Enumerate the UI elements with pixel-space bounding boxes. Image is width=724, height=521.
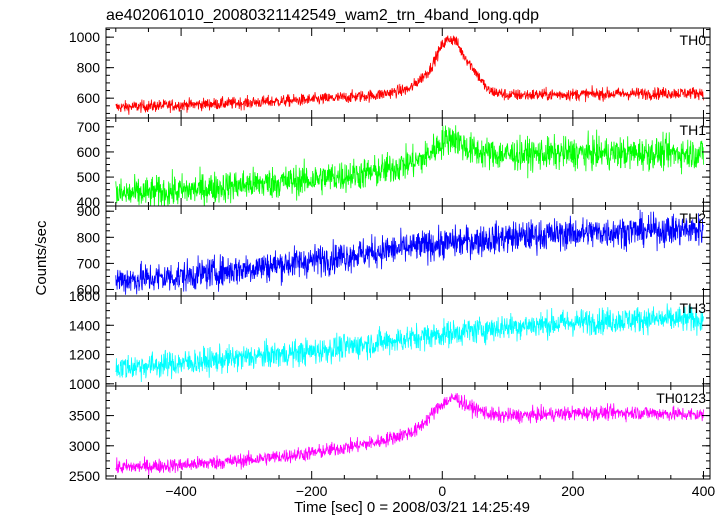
y-tick-label: 700 bbox=[77, 119, 101, 135]
x-tick-label: −400 bbox=[165, 483, 197, 499]
y-tick-label: 600 bbox=[77, 281, 101, 297]
y-tick-label: 3000 bbox=[69, 438, 100, 454]
y-tick-label: 400 bbox=[77, 194, 101, 210]
y-tick-label: 1000 bbox=[69, 29, 100, 45]
series-line-th0123 bbox=[115, 392, 704, 477]
panel-th0123: 2500 3000 3500 TH0123 bbox=[69, 385, 711, 484]
y-tick-label: 3500 bbox=[69, 408, 100, 424]
panel-label-th3: TH3 bbox=[680, 300, 707, 316]
series-line-th1 bbox=[115, 125, 704, 206]
x-tick-label: −200 bbox=[296, 483, 328, 499]
series-line-th3 bbox=[115, 303, 704, 383]
y-tick-label: 700 bbox=[77, 255, 101, 271]
y-tick-label: 1400 bbox=[69, 317, 100, 333]
y-tick-label: 600 bbox=[77, 144, 101, 160]
panel-label-th2: TH2 bbox=[680, 210, 707, 226]
panel-label-th0123: TH0123 bbox=[656, 390, 706, 406]
y-tick-label: 1200 bbox=[69, 347, 100, 363]
x-tick-label: 400 bbox=[692, 483, 716, 499]
y-tick-label: 500 bbox=[77, 169, 101, 185]
y-axis-label: Counts/sec bbox=[33, 220, 50, 296]
x-tick-label: 200 bbox=[561, 483, 585, 499]
y-tick-label: 1000 bbox=[69, 376, 100, 392]
x-axis-label: Time [sec] 0 = 2008/03/21 14:25:49 bbox=[294, 499, 530, 516]
panel-th0: 600 800 1000 TH0 bbox=[69, 27, 711, 119]
panel-th2: 600 700 800 900 TH2 bbox=[77, 203, 711, 297]
y-tick-label: 2500 bbox=[69, 468, 100, 484]
y-tick-label: 600 bbox=[77, 90, 101, 106]
y-tick-label: 800 bbox=[77, 229, 101, 245]
panel-label-th0: TH0 bbox=[680, 32, 707, 48]
series-line-th0 bbox=[115, 35, 704, 115]
series-line-th2 bbox=[115, 209, 704, 295]
panel-frame bbox=[105, 385, 711, 480]
x-tick-label: 0 bbox=[438, 483, 446, 499]
panel-label-th1: TH1 bbox=[680, 122, 707, 138]
y-tick-label: 800 bbox=[77, 60, 101, 76]
panels-group: 600 800 1000 TH0 400 500 600 700 TH1 600 700 800 900… bbox=[69, 27, 716, 499]
y-tick-label: 900 bbox=[77, 203, 101, 219]
panel-th3: 1000 1200 1400 1600 TH3 bbox=[69, 288, 711, 392]
panel-th1: 400 500 600 700 TH1 bbox=[77, 117, 711, 210]
y-tick-label: 1600 bbox=[69, 288, 100, 304]
chart-title: ae402061010_20080321142549_wam2_trn_4ban… bbox=[106, 7, 539, 24]
